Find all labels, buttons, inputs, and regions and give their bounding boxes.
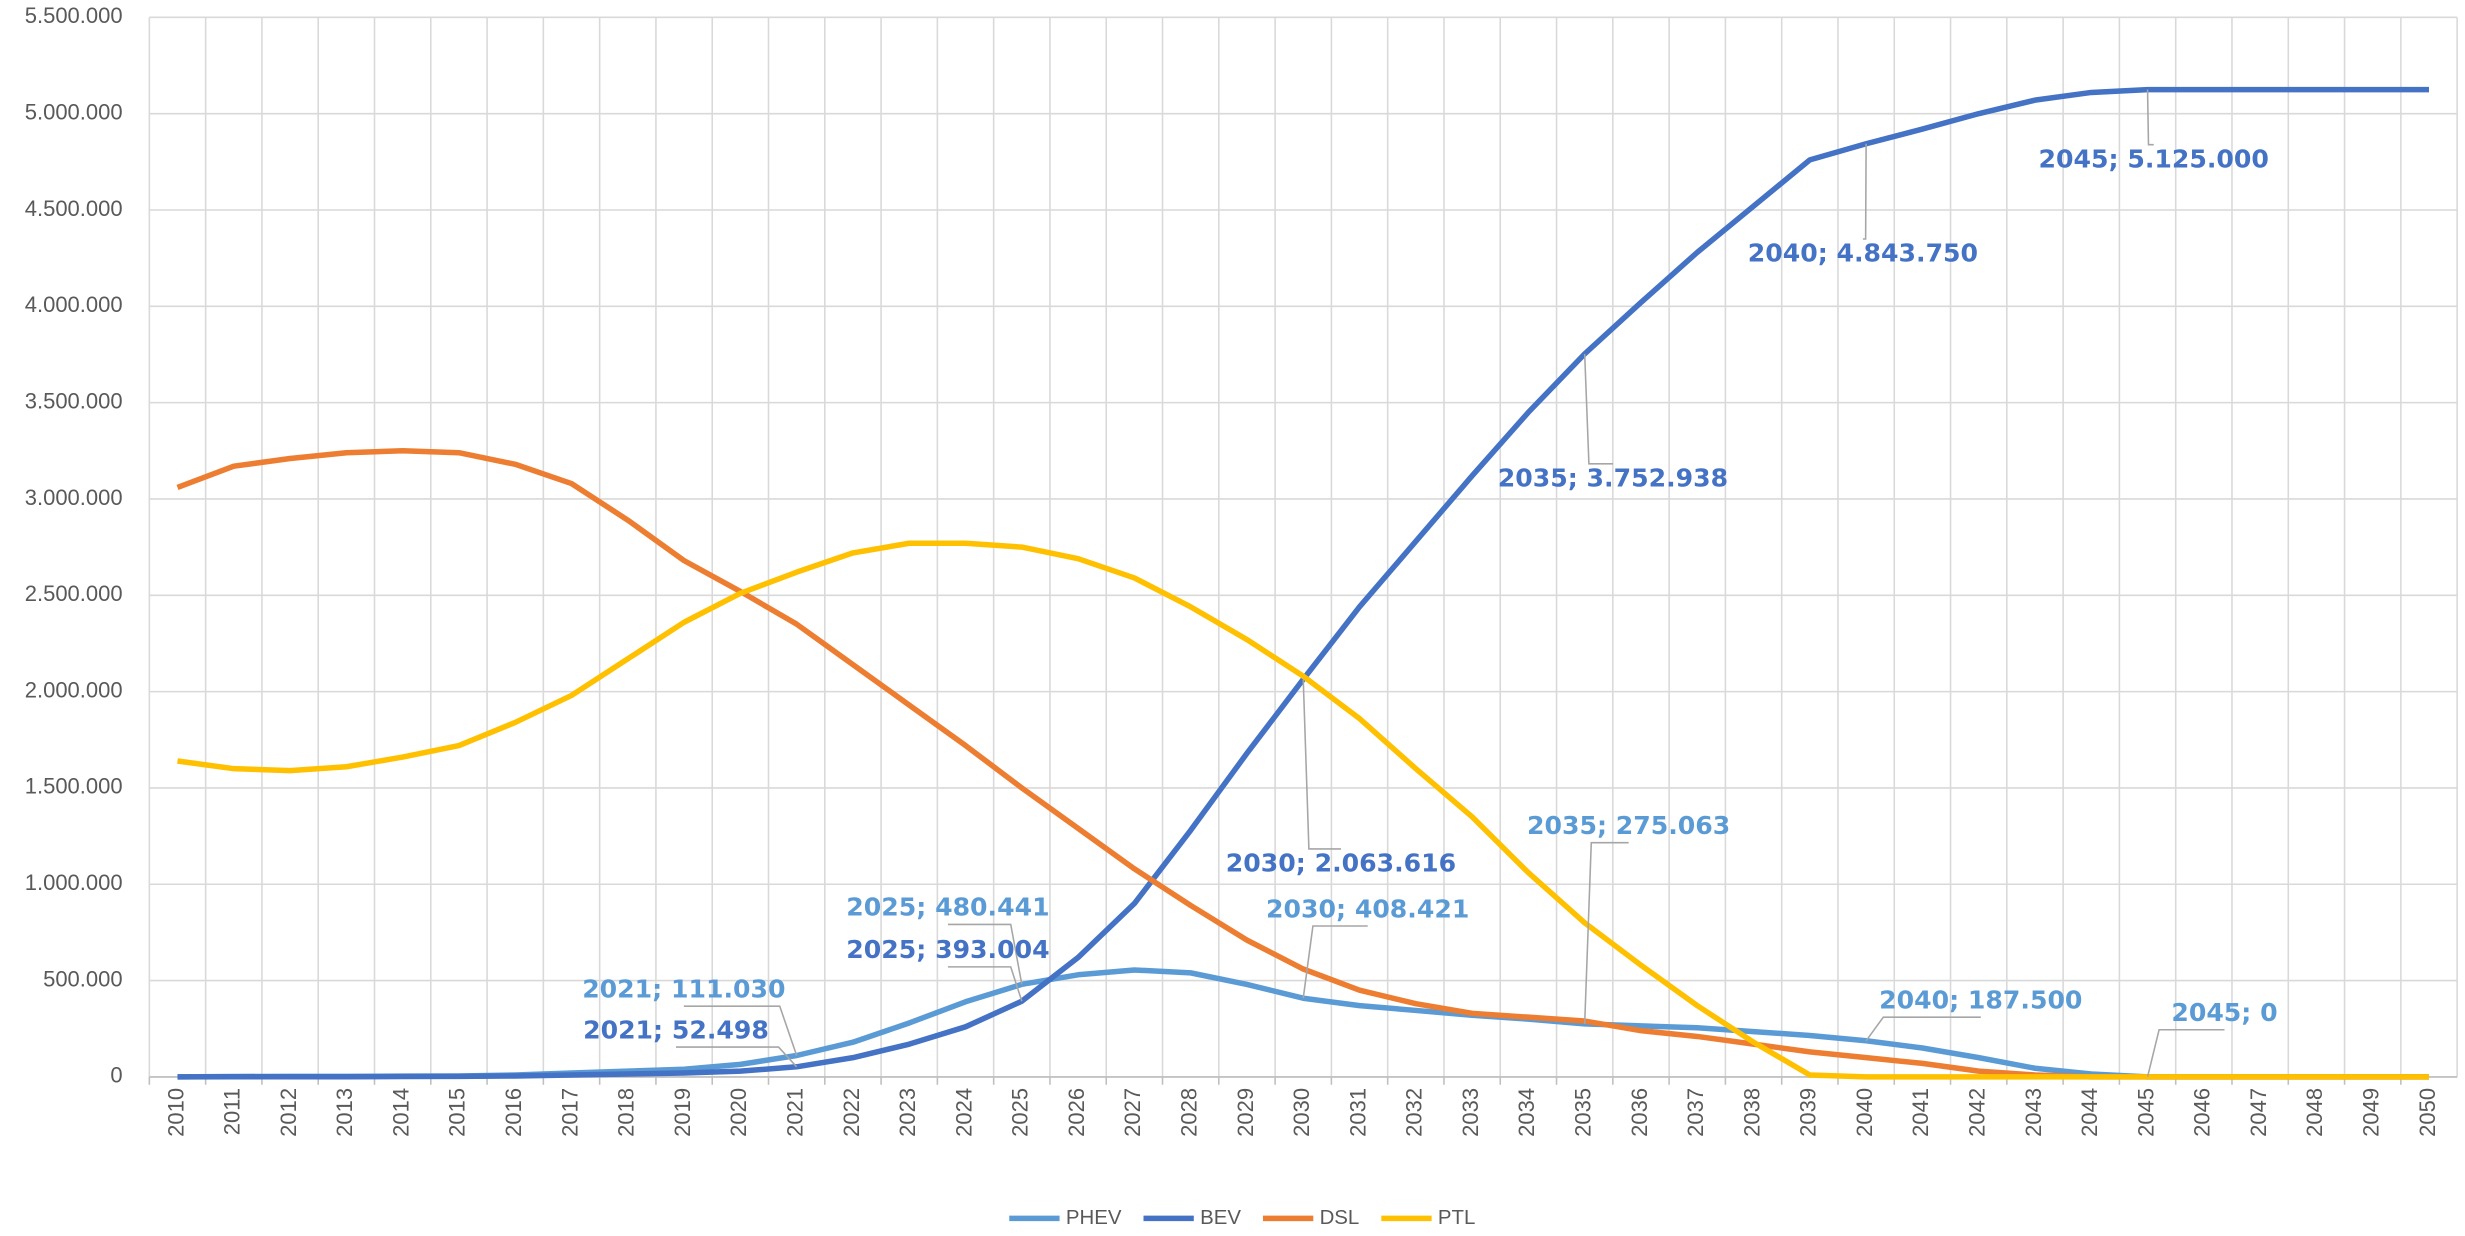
data-label: 2035; 3.752.938 [1498,464,1728,493]
data-label: 2045; 5.125.000 [2039,144,2269,173]
x-tick-label: 2021 [782,1088,807,1137]
x-tick-label: 2010 [163,1088,188,1137]
x-tick-label: 2011 [220,1088,245,1135]
leader-line [1302,925,1368,999]
data-label: 2025; 480.441 [846,893,1049,922]
y-tick-label: 5.000.000 [25,99,123,124]
x-tick-label: 2013 [332,1088,357,1137]
legend-label: DSL [1320,1207,1360,1229]
y-tick-label: 3.000.000 [25,485,123,510]
x-tick-label: 2027 [1120,1088,1145,1137]
x-tick-label: 2020 [726,1088,751,1137]
x-tick-label: 2042 [1965,1088,1990,1137]
legend-label: BEV [1200,1207,1241,1229]
x-tick-label: 2014 [388,1088,413,1137]
leader-line [2146,1028,2225,1078]
x-tick-label: 2049 [2359,1088,2384,1137]
x-tick-label: 2050 [2415,1088,2440,1137]
x-tick-label: 2040 [1852,1088,1877,1137]
x-tick-label: 2015 [445,1088,470,1137]
leader-line [947,966,1023,1002]
x-tick-label: 2016 [501,1088,526,1137]
y-tick-label: 500.000 [43,966,123,991]
leader-line [1583,353,1613,465]
data-label: 2025; 393.004 [846,935,1049,964]
data-label: 2045; 0 [2171,998,2277,1027]
data-label: 2021; 111.030 [582,974,785,1003]
x-tick-label: 2025 [1008,1088,1033,1137]
leader-line [1862,143,1867,240]
x-tick-label: 2023 [895,1088,920,1137]
x-tick-label: 2043 [2021,1088,2046,1137]
y-tick-label: 2.000.000 [25,677,123,702]
x-tick-label: 2036 [1627,1088,1652,1137]
data-label: 2040; 4.843.750 [1748,239,1978,268]
x-tick-label: 2048 [2302,1088,2327,1137]
x-tick-label: 2038 [1739,1088,1764,1137]
x-tick-label: 2019 [670,1088,695,1137]
x-tick-label: 2012 [276,1088,301,1137]
y-tick-label: 4.500.000 [25,196,123,221]
y-tick-label: 2.500.000 [25,581,123,606]
data-label: 2030; 2.063.616 [1226,849,1456,878]
data-label: 2021; 52.498 [583,1015,769,1044]
leader-line [675,1046,798,1068]
y-tick-label: 1.500.000 [25,774,123,799]
x-tick-label: 2028 [1176,1088,1201,1137]
y-tick-label: 0 [110,1063,122,1088]
x-tick-label: 2035 [1570,1088,1595,1137]
x-tick-label: 2039 [1796,1088,1821,1137]
x-tick-label: 2041 [1908,1088,1933,1137]
x-tick-label: 2047 [2246,1088,2271,1137]
x-tick-label: 2046 [2190,1088,2215,1137]
y-tick-label: 5.500.000 [25,3,123,28]
legend-label: PTL [1438,1207,1475,1229]
leader-line [1302,679,1341,850]
x-tick-label: 2044 [2077,1088,2102,1137]
x-tick-label: 2024 [951,1088,976,1137]
x-tick-label: 2031 [1345,1088,1370,1137]
x-tick-label: 2022 [839,1088,864,1137]
data-label: 2035; 275.063 [1527,811,1730,840]
x-tick-label: 2045 [2133,1088,2158,1137]
x-tick-label: 2033 [1458,1088,1483,1137]
x-tick-label: 2034 [1514,1088,1539,1137]
legend-label: PHEV [1066,1207,1122,1229]
y-tick-label: 1.000.000 [25,870,123,895]
leader-line [683,1005,798,1056]
data-label: 2030; 408.421 [1266,894,1469,923]
x-tick-label: 2017 [557,1088,582,1137]
x-tick-label: 2032 [1402,1088,1427,1137]
y-tick-label: 4.000.000 [25,292,123,317]
y-tick-label: 3.500.000 [25,388,123,413]
leader-line [1865,1016,1981,1042]
leader-line [1583,841,1629,1024]
x-tick-label: 2018 [614,1088,639,1137]
x-tick-label: 2026 [1064,1088,1089,1137]
data-label: 2040; 187.500 [1879,985,2082,1014]
leader-line [2146,89,2154,146]
x-tick-label: 2037 [1683,1088,1708,1137]
series-line [177,540,2429,1080]
leader-line [947,923,1023,985]
x-tick-label: 2029 [1233,1088,1258,1137]
x-tick-label: 2030 [1289,1088,1314,1137]
